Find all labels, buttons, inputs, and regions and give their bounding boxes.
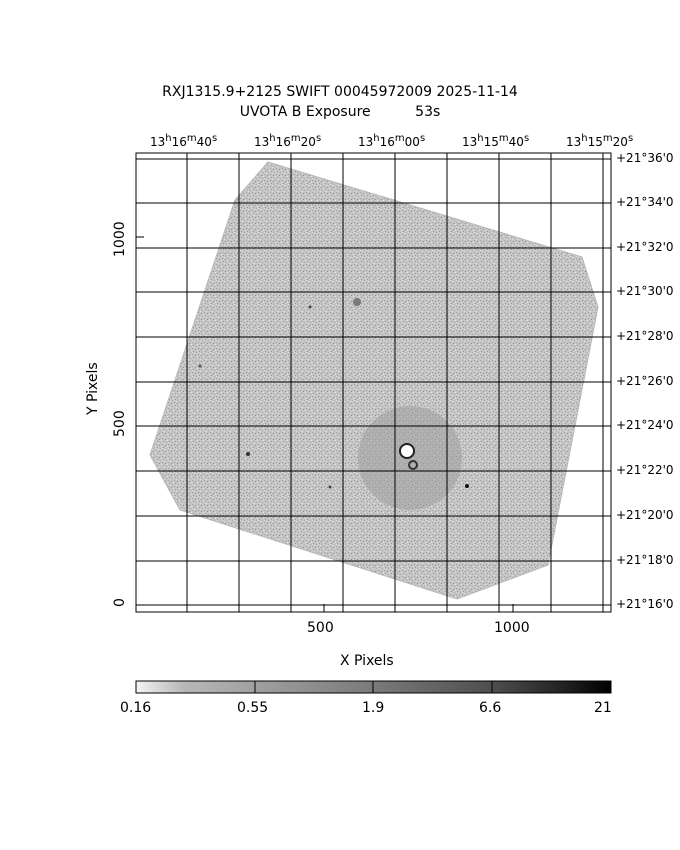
coordinate-grid	[136, 153, 611, 612]
plot-frame	[135, 152, 612, 613]
dec-tick-label: +21°30'0	[616, 284, 674, 298]
dec-tick-label: +21°26'0	[616, 374, 674, 388]
colorbar-tick-label: 21	[594, 700, 612, 716]
colorbar-tick-label: 1.9	[362, 700, 385, 716]
plot-title-line1: RXJ1315.9+2125 SWIFT 00045972009 2025-11…	[162, 84, 518, 100]
plot-title-line2: UVOTA B Exposure 53s	[239, 104, 441, 120]
x-tick-label: 500	[307, 620, 334, 636]
dec-tick-label: +21°22'0	[616, 463, 674, 477]
dec-tick-label: +21°34'0	[616, 195, 674, 209]
bright-source	[399, 443, 415, 459]
dec-tick-label: +21°28'0	[616, 329, 674, 343]
ra-tick-label: 13h16m00s	[358, 133, 426, 149]
x-axis-label: X Pixels	[340, 653, 394, 669]
dec-tick-label: +21°36'0	[616, 151, 674, 165]
ra-tick-label: 13h16m20s	[254, 133, 322, 149]
ra-tick-label: 13h16m40s	[150, 133, 218, 149]
colorbar-tick-label: 6.6	[479, 700, 502, 716]
x-tick-label: 1000	[494, 620, 530, 636]
ra-tick-label: 13h15m20s	[566, 133, 634, 149]
exposure-map	[149, 161, 599, 600]
dec-tick-label: +21°24'0	[616, 418, 674, 432]
dec-tick-label: +21°20'0	[616, 508, 674, 522]
ra-tick-label: 13h15m40s	[462, 133, 530, 149]
dec-tick-label: +21°16'0	[616, 597, 674, 611]
colorbar-tick-label: 0.55	[237, 700, 269, 716]
y-tick-label: 0	[112, 598, 128, 607]
dec-tick-label: +21°32'0	[616, 240, 674, 254]
colorbar-tick-label: 0.16	[120, 700, 152, 716]
y-axis-label: Y Pixels	[85, 362, 101, 415]
y-tick-label: 500	[112, 410, 128, 437]
y-tick-label: 1000	[112, 221, 128, 257]
dec-tick-label: +21°18'0	[616, 553, 674, 567]
